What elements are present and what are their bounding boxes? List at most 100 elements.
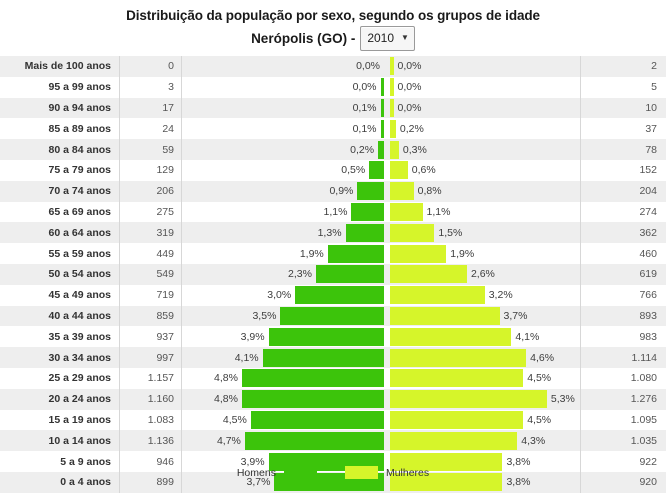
bar-cell: 1,9% 1,9% <box>182 243 580 264</box>
legend-label-female: Mulheres <box>385 466 430 479</box>
female-count-value: 893 <box>580 305 666 327</box>
female-count-value: 619 <box>580 263 666 285</box>
age-group-label: 40 a 44 anos <box>0 305 120 327</box>
table-row: 30 a 34 anos 997 4,1% 4,6% 1.114 <box>0 347 666 368</box>
age-group-label: 15 a 19 anos <box>0 409 120 431</box>
female-percent-label: 4,5% <box>527 372 552 385</box>
bar-cell: 1,3% 1,5% <box>182 222 580 243</box>
male-count-value: 1.157 <box>120 367 182 389</box>
bar-cell: 0,1% 0,2% <box>182 118 580 139</box>
male-bar <box>241 390 384 409</box>
female-bar <box>390 140 399 159</box>
bar-cell: 4,7% 4,3% <box>182 430 580 451</box>
female-percent-label: 5,3% <box>550 393 575 406</box>
age-group-label: 70 a 74 anos <box>0 180 120 202</box>
female-bar <box>390 306 500 325</box>
table-row: 55 a 59 anos 449 1,9% 1,9% 460 <box>0 243 666 264</box>
female-percent-label: 1,9% <box>450 247 475 260</box>
female-bar <box>390 202 423 221</box>
table-row: 45 a 49 anos 719 3,0% 3,2% 766 <box>0 284 666 306</box>
male-count-value: 17 <box>120 97 182 119</box>
female-count-value: 1.095 <box>580 409 666 431</box>
age-group-label: 90 a 94 anos <box>0 97 120 119</box>
bar-cell: 4,5% 4,5% <box>182 410 580 431</box>
age-group-label: 85 a 89 anos <box>0 118 120 140</box>
female-percent-label: 0,0% <box>397 81 422 94</box>
bar-cell: 0,0% 0,0% <box>182 56 580 77</box>
female-bar <box>390 98 394 117</box>
female-count-value: 1.035 <box>580 430 666 452</box>
male-percent-label: 0,5% <box>341 164 366 177</box>
table-row: 25 a 29 anos 1.157 4,8% 4,5% 1.080 <box>0 367 666 389</box>
male-bar <box>244 431 384 450</box>
male-bar <box>250 410 384 429</box>
bar-cell: 0,5% 0,6% <box>182 160 580 181</box>
female-percent-label: 3,7% <box>503 309 528 322</box>
year-select-value: 2010 <box>367 31 395 45</box>
male-count-value: 24 <box>120 118 182 140</box>
female-count-value: 10 <box>580 97 666 119</box>
female-percent-label: 0,2% <box>399 122 424 135</box>
female-percent-label: 3,8% <box>506 476 531 489</box>
table-row: 50 a 54 anos 549 2,3% 2,6% 619 <box>0 263 666 285</box>
female-bar <box>390 265 467 284</box>
male-count-value: 1.136 <box>120 430 182 452</box>
age-group-label: Mais de 100 anos <box>0 56 120 77</box>
male-percent-label: 2,3% <box>287 268 312 281</box>
female-bar <box>390 473 503 492</box>
age-group-label: 60 a 64 anos <box>0 222 120 244</box>
female-bar <box>390 369 524 388</box>
table-row: 60 a 64 anos 319 1,3% 1,5% 362 <box>0 222 666 244</box>
age-group-label: 10 a 14 anos <box>0 430 120 452</box>
bar-cell: 4,8% 5,3% <box>182 389 580 410</box>
male-bar <box>378 140 384 159</box>
male-count-value: 449 <box>120 243 182 264</box>
female-bar <box>390 286 485 305</box>
female-count-value: 766 <box>580 284 666 306</box>
male-bar <box>268 327 384 346</box>
male-bar <box>315 265 384 284</box>
table-row: 40 a 44 anos 859 3,5% 3,7% 893 <box>0 305 666 327</box>
male-percent-label: 4,1% <box>234 351 259 364</box>
chevron-down-icon: ▼ <box>401 33 409 42</box>
female-count-value: 983 <box>580 326 666 348</box>
female-count-value: 204 <box>580 180 666 202</box>
male-percent-label: 1,1% <box>323 205 348 218</box>
age-group-label: 75 a 79 anos <box>0 159 120 181</box>
male-count-value: 319 <box>120 222 182 244</box>
female-bar <box>390 327 512 346</box>
table-row: 75 a 79 anos 129 0,5% 0,6% 152 <box>0 159 666 181</box>
female-count-value: 922 <box>580 451 666 472</box>
female-count-value: 460 <box>580 243 666 264</box>
bar-cell: 4,8% 4,5% <box>182 368 580 389</box>
female-bar <box>390 431 518 450</box>
female-percent-label: 1,1% <box>426 205 451 218</box>
male-count-value: 937 <box>120 326 182 348</box>
legend-label-male: Homens <box>236 466 276 479</box>
location-label: Nerópolis (GO) - <box>251 30 356 46</box>
male-percent-label: 4,5% <box>222 413 247 426</box>
male-bar <box>369 161 384 180</box>
table-row: 90 a 94 anos 17 0,1% 0,0% 10 <box>0 97 666 119</box>
age-group-label: 30 a 34 anos <box>0 347 120 368</box>
female-bar <box>390 182 414 201</box>
female-percent-label: 1,5% <box>438 226 463 239</box>
bar-cell: 3,0% 3,2% <box>182 285 580 306</box>
male-bar <box>280 306 384 325</box>
table-row: 5 a 9 anos 946 3,9% 3,8% 922 <box>0 451 666 472</box>
table-row: Mais de 100 anos 0 0,0% 0,0% 2 <box>0 56 666 77</box>
age-group-label: 95 a 99 anos <box>0 76 120 98</box>
male-count-value: 899 <box>120 471 182 493</box>
female-percent-label: 0,0% <box>397 101 422 114</box>
table-row: 80 a 84 anos 59 0,2% 0,3% 78 <box>0 139 666 160</box>
year-select[interactable]: 2010 ▼ <box>360 26 415 51</box>
male-percent-label: 4,8% <box>213 393 238 406</box>
bar-cell: 0,9% 0,8% <box>182 181 580 202</box>
male-count-value: 275 <box>120 201 182 223</box>
male-percent-label: 0,0% <box>352 81 377 94</box>
female-percent-label: 0,6% <box>411 164 436 177</box>
male-percent-label: 3,9% <box>240 330 265 343</box>
male-percent-label: 4,7% <box>216 434 241 447</box>
age-group-label: 0 a 4 anos <box>0 471 120 493</box>
